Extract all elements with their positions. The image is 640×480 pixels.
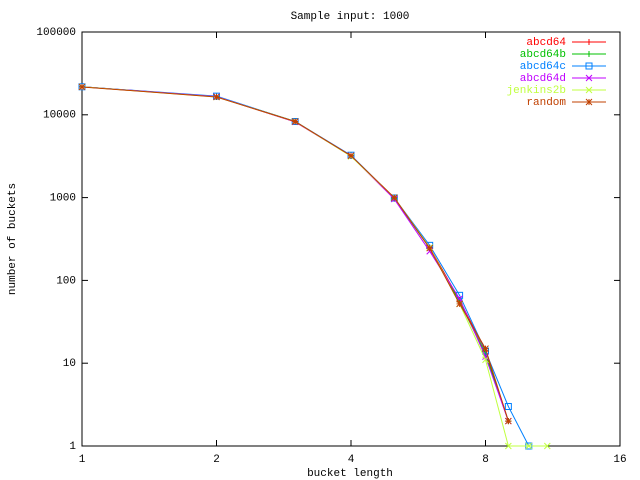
point bbox=[390, 194, 398, 201]
point bbox=[585, 86, 593, 94]
x-tick-label: 8 bbox=[482, 454, 489, 466]
legend-label: abcd64b bbox=[520, 49, 566, 61]
y-tick-label: 10 bbox=[63, 358, 76, 370]
x-tick-label: 1 bbox=[79, 454, 86, 466]
point bbox=[456, 300, 463, 308]
y-tick-label: 10000 bbox=[43, 110, 76, 122]
y-tick-label: 1000 bbox=[50, 193, 76, 205]
point bbox=[426, 244, 434, 252]
x-axis-label: bucket length bbox=[307, 468, 393, 480]
point bbox=[586, 39, 592, 45]
point bbox=[585, 74, 593, 82]
point bbox=[525, 442, 533, 450]
legend-label: random bbox=[526, 97, 566, 109]
point bbox=[505, 442, 512, 450]
point bbox=[504, 402, 512, 410]
point bbox=[482, 356, 489, 364]
y-tick-label: 100000 bbox=[36, 27, 76, 39]
legend-label: abcd64c bbox=[520, 61, 566, 73]
y-tick-label: 100 bbox=[56, 275, 76, 287]
point bbox=[586, 51, 592, 57]
x-tick-label: 16 bbox=[613, 454, 626, 466]
point bbox=[347, 152, 355, 160]
legend-label: jenkins2b bbox=[507, 85, 566, 97]
point bbox=[78, 83, 86, 91]
x-tick-label: 2 bbox=[213, 454, 220, 466]
point bbox=[291, 118, 299, 125]
y-tick-label: 1 bbox=[69, 441, 76, 453]
x-tick-label: 4 bbox=[348, 454, 355, 466]
point bbox=[543, 442, 551, 450]
chart-title: Sample input: 1000 bbox=[291, 11, 410, 23]
y-axis-label: number of buckets bbox=[7, 183, 19, 295]
point bbox=[585, 62, 593, 70]
legend-label: abcd64 bbox=[526, 37, 566, 49]
point bbox=[585, 98, 593, 106]
point bbox=[213, 93, 220, 101]
legend-label: abcd64d bbox=[520, 73, 566, 85]
point bbox=[482, 345, 489, 352]
point bbox=[505, 417, 512, 425]
